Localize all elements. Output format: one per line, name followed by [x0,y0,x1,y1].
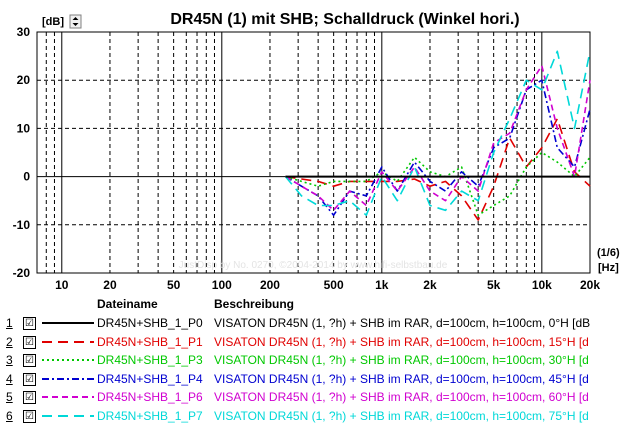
series-line-dr45n+shb_1_p6 [285,64,591,212]
frequency-response-chart: DR45N (1) mit SHB; Schalldruck (Winkel h… [13,11,620,292]
legend-row-checkbox[interactable]: ☑ [23,410,36,423]
legend-row-checkbox[interactable]: ☑ [23,335,36,349]
legend-line-swatch [42,359,94,362]
legend-row-desc: VISATON DR45N (1, ?h) + SHB im RAR, d=10… [214,353,589,368]
y-tick-label: 30 [17,25,31,39]
legend-row-number[interactable]: 1 [6,316,13,330]
legend-row-name: DR45N+SHB_1_P6 [97,390,203,405]
series-line-dr45n+shb_1_p1 [285,118,591,221]
legend-header-desc: Beschreibung [214,297,295,311]
series-lines [284,50,591,221]
legend-line-swatch [42,340,94,343]
x-tick-label: 50 [167,278,181,292]
legend-row-number[interactable]: 2 [6,334,13,349]
x-tick-label: 10k [532,278,552,292]
legend-row-number[interactable]: 5 [6,390,13,405]
legend-row-desc: VISATON DR45N (1, ?h) + SHB im RAR, d=10… [214,316,591,330]
legend-row-checkbox[interactable]: ☑ [23,317,36,330]
legend-row-desc: VISATON DR45N (1, ?h) + SHB im RAR, d=10… [214,371,589,386]
x-tick-label: 200 [260,278,280,292]
legend-row[interactable]: 3 ☑ DR45N+SHB_1_P3 VISATON DR45N (1, ?h) + … [0,352,624,370]
y-unit-control[interactable]: [dB] [42,14,82,29]
series-line-dr45n+shb_1_p4 [285,79,591,216]
y-tick-label: -10 [13,218,31,232]
spinner-arrows-icon [72,17,79,26]
x-tick-label: 20 [103,278,117,292]
legend-row-number[interactable]: 6 [6,409,13,423]
x-tick-label: 100 [212,278,232,292]
x-tick-label: 20k [580,278,600,292]
x-unit-label-hz: [Hz] [598,262,619,274]
x-tick-label: 1k [375,278,389,292]
legend-row-name: DR45N+SHB_1_P3 [97,353,203,368]
legend-row-name: DR45N+SHB_1_P7 [97,409,203,423]
legend-row-name: DR45N+SHB_1_P1 [97,334,203,349]
series-line-dr45n+shb_1_p7 [284,50,591,216]
y-tick-label: 10 [17,121,31,135]
x-unit-label-resolution: (1/6) [597,247,620,259]
legend-row-number[interactable]: 4 [6,371,13,386]
legend-row[interactable]: 5 ☑ DR45N+SHB_1_P6 VISATON DR45N (1, ?h) + … [0,389,624,407]
legend-line-swatch [42,415,94,417]
legend-row-desc: VISATON DR45N (1, ?h) + SHB im RAR, d=10… [214,390,589,405]
plot-area [36,31,591,274]
legend-header-name: Dateiname [97,297,158,311]
x-tick-label: 5k [487,278,501,292]
watermark: JustDisp by No. 0270, ©2004-2014 by www.… [179,260,448,271]
x-tick-labels: 10 20 50 100 200 500 1k 2k 5k 10k 20k [55,278,600,292]
legend-row-number[interactable]: 3 [6,353,13,368]
y-tick-label: 20 [17,73,31,87]
legend-row-name: DR45N+SHB_1_P4 [97,371,203,386]
legend-row[interactable]: 1 ☑ DR45N+SHB_1_P0 VISATON DR45N (1, ?h) + … [0,315,624,333]
legend-line-swatch [42,322,94,324]
y-tick-labels: 30 20 10 0 -10 -20 [13,25,31,280]
y-tick-label: 0 [23,170,30,184]
legend-line-swatch [42,377,94,380]
legend-row-checkbox[interactable]: ☑ [23,354,36,368]
y-tick-label: -20 [13,266,31,280]
legend-row[interactable]: 4 ☑ DR45N+SHB_1_P4 VISATON DR45N (1, ?h) + … [0,371,624,389]
grid-lines [37,32,590,273]
legend-row-checkbox[interactable]: ☑ [23,391,36,405]
legend-line-swatch [42,396,94,399]
chart-title: DR45N (1) mit SHB; Schalldruck (Winkel h… [170,11,519,28]
legend-row[interactable]: 2 ☑ DR45N+SHB_1_P1 VISATON DR45N (1, ?h) + … [0,334,624,352]
y-unit-label: [dB] [42,16,64,28]
x-tick-label: 500 [324,278,344,292]
legend-row-checkbox[interactable]: ☑ [23,372,36,386]
legend-row[interactable]: 6 ☑ DR45N+SHB_1_P7 VISATON DR45N (1, ?h) + … [0,408,624,426]
x-tick-label: 10 [55,278,69,292]
legend-row-desc: VISATON DR45N (1, ?h) + SHB im RAR, d=10… [214,334,589,349]
x-tick-label: 2k [423,278,437,292]
y-unit-spinner[interactable] [69,14,82,29]
legend-row-desc: VISATON DR45N (1, ?h) + SHB im RAR, d=10… [214,409,589,423]
legend-row-name: DR45N+SHB_1_P0 [97,316,203,330]
